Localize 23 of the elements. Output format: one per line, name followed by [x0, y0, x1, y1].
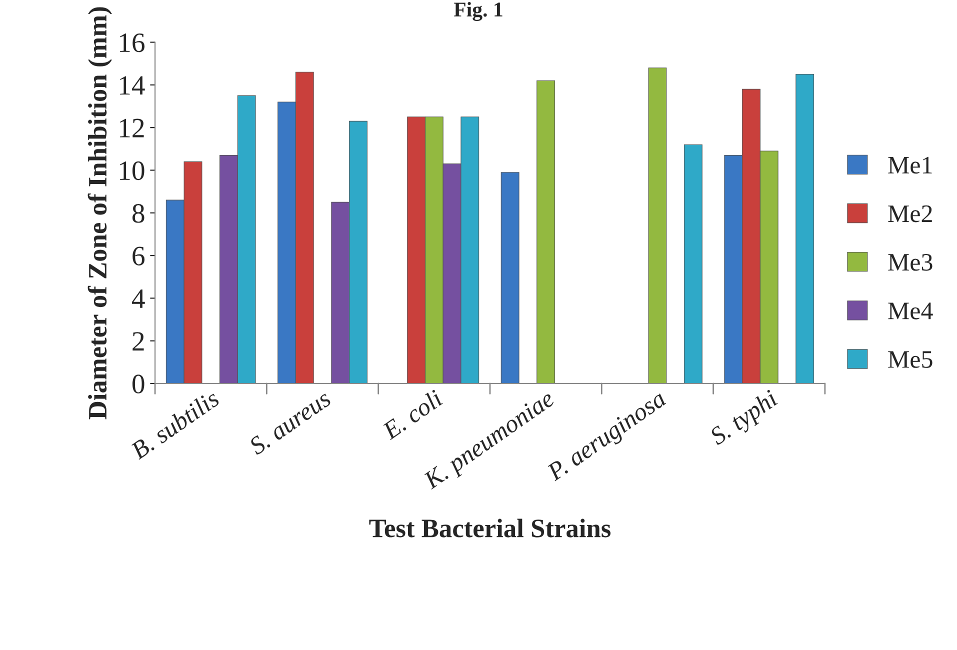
y-tick-label: 4 — [132, 290, 145, 308]
y-tick-label: 10 — [120, 161, 144, 180]
x-axis-title: Test Bacterial Strains — [369, 518, 611, 538]
bar — [684, 144, 702, 384]
x-tick-label: E. coli — [380, 388, 444, 440]
bar — [796, 74, 814, 384]
y-tick-label: 16 — [120, 33, 144, 52]
y-tick-label: 8 — [132, 204, 144, 223]
y-tick-label: 6 — [132, 246, 144, 266]
y-tick-label: 14 — [120, 76, 145, 95]
legend-label: Me1 — [888, 156, 932, 174]
legend-label: Me4 — [888, 302, 933, 320]
bar — [648, 68, 667, 384]
y-tick-label: 2 — [132, 332, 144, 350]
y-axis-title: Diameter of Zone of Inhibition (mm) — [88, 7, 112, 420]
legend-label: Me2 — [888, 205, 932, 222]
bar — [536, 80, 556, 384]
chart-title: Fig. 1 — [454, 2, 502, 22]
y-tick-label: 0 — [132, 374, 144, 394]
y-tick-label: 12 — [120, 118, 144, 138]
bar — [500, 172, 520, 384]
legend-label: Me3 — [888, 254, 932, 271]
legend-label: Me5 — [888, 351, 932, 368]
